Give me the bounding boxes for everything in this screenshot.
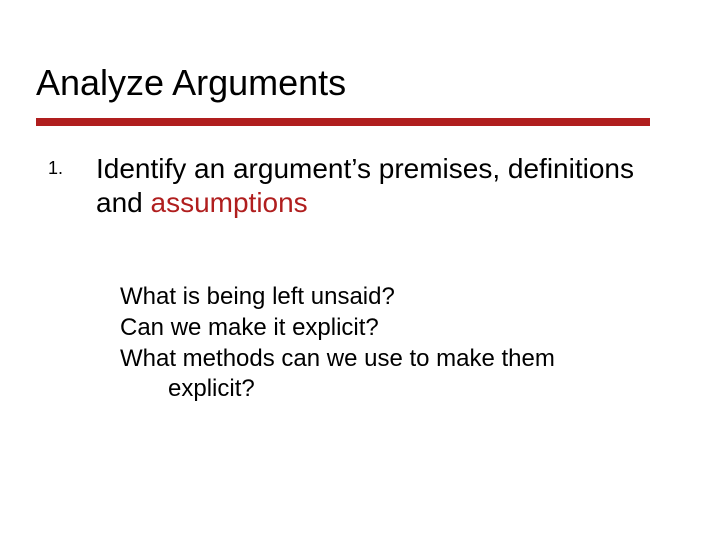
sub-q3-line1: What methods can we use to make them [120,344,668,375]
main-emphasis: assumptions [151,187,308,218]
list-item-1-text: Identify an argument’s premises, definit… [96,152,668,220]
sub-questions: What is being left unsaid? Can we make i… [120,282,668,405]
sub-q3-line2: explicit? [120,374,668,405]
list-number: 1. [48,152,96,179]
slide-title: Analyze Arguments [36,62,346,104]
sub-q1: What is being left unsaid? [120,282,668,313]
title-underline [36,118,650,126]
sub-q2: Can we make it explicit? [120,313,668,344]
slide: Analyze Arguments 1. Identify an argumen… [0,0,720,540]
content-list: 1. Identify an argument’s premises, defi… [48,152,668,405]
list-item-1: 1. Identify an argument’s premises, defi… [48,152,668,220]
